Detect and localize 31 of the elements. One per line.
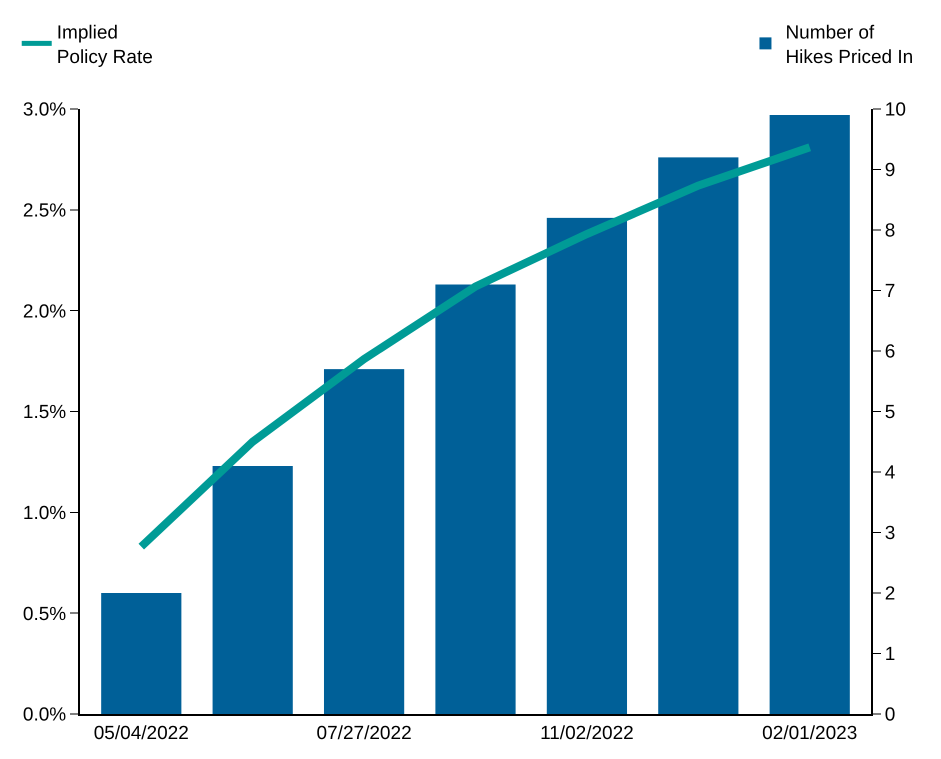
x-tick-label: 05/04/2022 (94, 722, 189, 744)
x-tick-label: 11/02/2022 (540, 722, 634, 744)
legend-label: Implied Policy Rate (56, 22, 153, 68)
x-tick-label: 07/27/2022 (316, 722, 412, 744)
y2-tick-label: 5 (884, 402, 896, 424)
y-tick-label: 1.5% (22, 402, 66, 424)
y-tick-label: 0.0% (22, 704, 66, 726)
bar (212, 466, 293, 714)
y-tick-label: 2.5% (22, 200, 66, 222)
y-tick-label: 1.0% (22, 502, 66, 524)
y-tick-label: 0.5% (22, 604, 66, 625)
bar (546, 218, 628, 714)
bar (770, 115, 850, 714)
y2-tick-label: 7 (884, 281, 896, 302)
y2-tick-label: 9 (884, 160, 896, 182)
y2-tick-label: 2 (884, 584, 896, 605)
x-tick-label: 02/01/2023 (762, 722, 858, 744)
y2-tick-label: 1 (884, 644, 896, 666)
bar (435, 284, 516, 714)
y2-tick-label: 6 (884, 342, 896, 363)
legend-label: Number of Hikes Priced In (785, 22, 914, 68)
bar (101, 593, 182, 714)
y2-tick-label: 10 (884, 100, 906, 121)
bar (324, 369, 404, 714)
y2-tick-label: 8 (884, 220, 896, 242)
y-tick-label: 2.0% (22, 301, 66, 322)
y2-tick-label: 0 (884, 704, 896, 726)
bar (658, 157, 738, 714)
y2-tick-label: 3 (884, 523, 896, 544)
y2-tick-label: 4 (884, 462, 896, 484)
y-tick-label: 3.0% (22, 100, 66, 121)
